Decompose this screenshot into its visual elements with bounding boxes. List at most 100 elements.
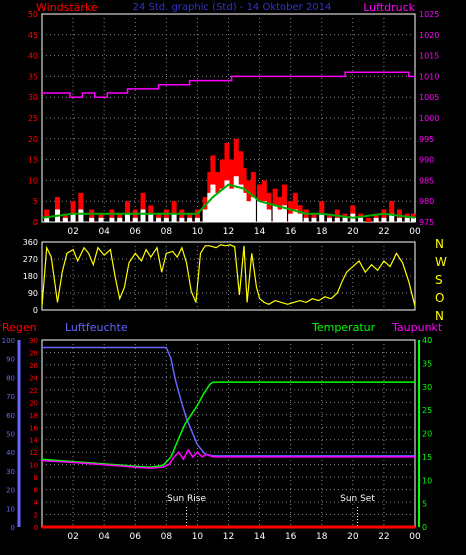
- header-center: 24 Std. graphic (Std) - 14 Oktober 2014: [133, 2, 332, 13]
- x-tick-label: 18: [316, 227, 328, 237]
- gust-bar: [55, 197, 61, 222]
- pressure-y-tick: 1025: [419, 10, 439, 19]
- direction-y-tick: 270: [23, 255, 38, 264]
- speed-bar: [219, 188, 225, 222]
- humidity-y-tick: 10: [6, 505, 15, 513]
- x-tick-label: 14: [254, 532, 266, 542]
- speed-bar: [89, 217, 95, 222]
- wind-y-tick: 5: [33, 197, 38, 206]
- gust-bar: [44, 209, 50, 222]
- gust-bar: [303, 209, 309, 222]
- x-tick-label: 10: [192, 227, 204, 237]
- temperature-y-tick: 5: [422, 500, 427, 509]
- gust-bar: [140, 192, 146, 222]
- gust-bar: [179, 209, 185, 222]
- rain-y-tick: 6: [34, 487, 39, 495]
- speed-bar: [44, 217, 50, 222]
- speed-bar: [70, 213, 76, 222]
- dewpoint-line: [41, 448, 415, 469]
- rain-y-tick: 16: [29, 424, 38, 432]
- temperature-y-tick: 35: [422, 359, 432, 368]
- speed-bar: [109, 217, 115, 222]
- x-tick-label: 16: [285, 227, 297, 237]
- speed-bar: [210, 184, 216, 222]
- speed-bar: [140, 209, 146, 222]
- label-humidity: Luftfeuchte: [65, 321, 128, 334]
- rain-y-tick: 22: [29, 387, 38, 395]
- speed-bar: [215, 192, 221, 222]
- compass-label: W: [435, 255, 447, 269]
- gust-bar: [132, 209, 138, 222]
- gust-bar: [78, 192, 84, 222]
- x-tick-label: 00: [409, 227, 421, 237]
- x-tick-label: 06: [130, 532, 142, 542]
- speed-bar: [342, 217, 348, 222]
- x-tick-label: 22: [378, 227, 389, 237]
- compass-label: N: [435, 237, 444, 251]
- label-rain: Regen: [2, 321, 37, 334]
- x-tick-label: 02: [67, 227, 78, 237]
- humidity-y-tick: 80: [6, 374, 15, 382]
- speed-bar: [358, 217, 364, 222]
- humidity-y-tick: 40: [6, 449, 15, 457]
- label-temperature: Temperatur: [311, 321, 376, 334]
- speed-bar: [187, 217, 193, 222]
- temperature-y-tick: 0: [422, 523, 427, 532]
- speed-bar: [132, 217, 138, 222]
- pressure-y-tick: 980: [419, 197, 434, 206]
- pressure-y-tick: 975: [419, 218, 434, 227]
- x-tick-label: 22: [378, 532, 389, 542]
- gust-bar: [89, 209, 95, 222]
- wind-y-tick: 20: [28, 135, 38, 144]
- gust-bar: [381, 209, 387, 222]
- speed-bar: [257, 201, 263, 222]
- gust-bar: [194, 209, 200, 222]
- compass-label: S: [435, 273, 443, 287]
- gust-bar: [319, 201, 325, 222]
- wind-y-tick: 0: [33, 218, 38, 227]
- wind-average-line: [41, 183, 416, 219]
- temperature-y-tick: 10: [422, 476, 432, 485]
- x-tick-label: 08: [161, 227, 173, 237]
- header-right: Luftdruck: [363, 1, 415, 14]
- sun-marker-label: Sun Rise: [167, 494, 206, 504]
- speed-bar: [202, 209, 208, 222]
- speed-bar: [246, 201, 252, 222]
- temperature-y-tick: 25: [422, 406, 432, 415]
- speed-bar: [117, 217, 123, 222]
- speed-bar: [229, 188, 235, 222]
- pressure-y-tick: 985: [419, 176, 434, 185]
- pressure-y-tick: 1005: [419, 93, 439, 102]
- humidity-y-tick: 0: [11, 524, 15, 532]
- rain-y-tick: 4: [34, 499, 39, 507]
- x-tick-label: 10: [192, 532, 204, 542]
- temperature-y-tick: 15: [422, 453, 432, 462]
- speed-bar: [179, 217, 185, 222]
- weather-chart: 0246810121416182022242628300102030405060…: [2, 336, 433, 542]
- gust-bar: [365, 217, 371, 222]
- humidity-y-tick: 20: [6, 487, 15, 495]
- temperature-y-tick: 30: [422, 383, 432, 392]
- direction-y-tick: 90: [28, 289, 38, 298]
- direction-y-tick: 180: [23, 272, 38, 281]
- speed-bar: [156, 217, 162, 222]
- speed-bar: [303, 217, 309, 222]
- humidity-y-tick: 30: [6, 468, 15, 476]
- pressure-y-tick: 1015: [419, 52, 439, 61]
- wind-chart: 0510152025303540455097598098599099510001…: [28, 10, 440, 237]
- gust-bar: [266, 192, 272, 222]
- speed-bar: [238, 184, 244, 222]
- x-tick-label: 20: [347, 227, 359, 237]
- temperature-y-tick: 20: [422, 430, 432, 439]
- speed-bar: [281, 205, 287, 222]
- wind-y-tick: 45: [28, 31, 38, 40]
- pressure-y-tick: 995: [419, 135, 434, 144]
- speed-bar: [124, 213, 130, 222]
- speed-bar: [277, 209, 283, 222]
- speed-bar: [319, 213, 325, 222]
- header-left: Windstärke: [36, 1, 98, 14]
- rain-y-tick: 2: [34, 512, 38, 520]
- x-tick-label: 12: [223, 532, 234, 542]
- direction-y-tick: 360: [23, 238, 38, 247]
- wind-y-tick: 40: [28, 52, 38, 61]
